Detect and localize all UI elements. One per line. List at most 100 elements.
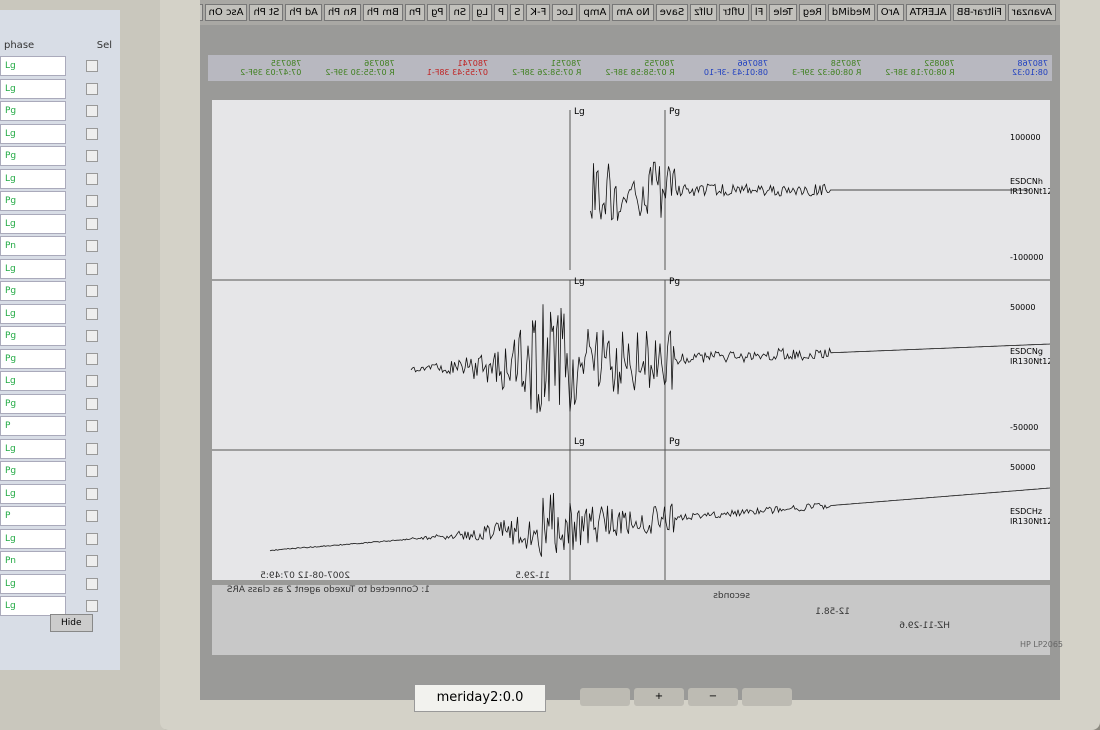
phase-row[interactable]: Lg xyxy=(0,483,120,506)
toolbar-button[interactable]: ArO xyxy=(876,4,904,21)
toolbar-button[interactable]: Ulfz xyxy=(690,4,718,21)
phase-row[interactable]: P xyxy=(0,415,120,438)
toolbar-button[interactable]: Pn xyxy=(404,4,426,21)
phase-row[interactable]: Pg xyxy=(0,393,120,416)
toolbar-button[interactable]: F-K xyxy=(526,4,551,21)
select-checkbox[interactable] xyxy=(86,577,98,590)
select-checkbox[interactable] xyxy=(86,172,98,185)
toolbar-button[interactable]: St Ph xyxy=(249,4,284,21)
phase-row[interactable]: Lg xyxy=(0,213,120,236)
event-item[interactable]: 780852 R 08:07:18 38F-2 xyxy=(865,59,954,77)
event-item[interactable]: 780768 08:10:32 xyxy=(959,59,1048,77)
select-checkbox[interactable] xyxy=(86,375,98,388)
select-checkbox[interactable] xyxy=(86,397,98,410)
phase-row[interactable]: Pg xyxy=(0,190,120,213)
toolbar-button[interactable]: ALERTA xyxy=(905,4,951,21)
select-checkbox[interactable] xyxy=(86,487,98,500)
monitor-menu-button[interactable] xyxy=(742,688,792,706)
select-checkbox[interactable] xyxy=(86,352,98,365)
select-checkbox[interactable] xyxy=(86,532,98,545)
toolbar-button[interactable]: Read Iv xyxy=(200,4,203,21)
toolbar-button[interactable]: Sn xyxy=(449,4,471,21)
select-checkbox[interactable] xyxy=(86,442,98,455)
phase-row[interactable]: Lg xyxy=(0,123,120,146)
event-item[interactable]: 780755 R 07:58:58 38F-2 xyxy=(585,59,674,77)
hide-button[interactable]: Hide xyxy=(50,614,93,632)
toolbar-button[interactable]: No Am xyxy=(612,4,654,21)
phase-row[interactable]: Lg xyxy=(0,303,120,326)
phase-row[interactable]: Lg xyxy=(0,438,120,461)
select-checkbox[interactable] xyxy=(86,127,98,140)
waveform-trace xyxy=(269,487,1051,557)
trace-scale-top: 100000 xyxy=(1010,133,1041,142)
phase-row[interactable]: P xyxy=(0,505,120,528)
select-checkbox[interactable] xyxy=(86,262,98,275)
toolbar-button[interactable]: Fl xyxy=(750,4,768,21)
toolbar-button[interactable]: Asc On xyxy=(204,4,248,21)
monitor-plus-button[interactable]: + xyxy=(634,688,684,706)
phase-row[interactable]: Pg xyxy=(0,280,120,303)
event-item[interactable]: 780741 07:55:43 38F-1 xyxy=(399,59,488,77)
event-id: 780751 xyxy=(550,59,582,68)
toolbar-button[interactable]: Lg xyxy=(472,4,493,21)
select-checkbox[interactable] xyxy=(86,330,98,343)
toolbar-button[interactable]: Amp xyxy=(579,4,611,21)
select-checkbox[interactable] xyxy=(86,240,98,253)
phase-row[interactable]: Lg xyxy=(0,168,120,191)
toolbar-button[interactable]: Tele xyxy=(769,4,797,21)
phase-row[interactable]: Pg xyxy=(0,348,120,371)
toolbar-button[interactable]: Avanzar xyxy=(1007,4,1056,21)
phase-row[interactable]: Pg xyxy=(0,460,120,483)
select-checkbox[interactable] xyxy=(86,105,98,118)
phase-header: phase xyxy=(4,40,35,51)
toolbar-button[interactable]: Ad Ph xyxy=(285,4,322,21)
phase-row[interactable]: Pn xyxy=(0,550,120,573)
select-checkbox[interactable] xyxy=(86,285,98,298)
phase-row[interactable]: Lg xyxy=(0,55,120,78)
select-checkbox[interactable] xyxy=(86,420,98,433)
select-checkbox[interactable] xyxy=(86,150,98,163)
toolbar-button[interactable]: P xyxy=(494,4,509,21)
connection-status: 1: Connected to Tuxedo agent 2 as class … xyxy=(226,585,430,595)
select-checkbox[interactable] xyxy=(86,217,98,230)
phase-cell: Pg xyxy=(0,393,66,414)
toolbar-button[interactable]: Reg xyxy=(798,4,826,21)
event-item[interactable]: 780751 R 07:58:26 38F-2 xyxy=(492,59,581,77)
select-checkbox[interactable] xyxy=(86,307,98,320)
toolbar-button[interactable]: Ufltr xyxy=(719,4,749,21)
phase-row[interactable]: Lg xyxy=(0,573,120,596)
monitor-minus-button[interactable]: − xyxy=(688,688,738,706)
toolbar-button[interactable]: S xyxy=(510,4,525,21)
phase-row[interactable]: Pg xyxy=(0,100,120,123)
phase-row[interactable]: Pg xyxy=(0,325,120,348)
toolbar-button[interactable]: Bm Ph xyxy=(362,4,403,21)
phase-row[interactable]: Lg xyxy=(0,78,120,101)
event-item[interactable]: 780736 R 07:55:30 39F-2 xyxy=(305,59,394,77)
toolbar-button[interactable]: Loc xyxy=(552,4,578,21)
phase-cell: P xyxy=(0,416,66,437)
phase-row[interactable]: Pg xyxy=(0,145,120,168)
event-item[interactable]: 780758 R 08:06:32 39F-3 xyxy=(772,59,861,77)
toolbar-button[interactable]: Pg xyxy=(427,4,448,21)
select-checkbox[interactable] xyxy=(86,510,98,523)
phase-row[interactable]: Lg xyxy=(0,370,120,393)
phase-row[interactable]: Lg xyxy=(0,528,120,551)
select-checkbox[interactable] xyxy=(86,600,98,613)
monitor-input-button[interactable] xyxy=(580,688,630,706)
select-checkbox[interactable] xyxy=(86,555,98,568)
phase-row[interactable]: Lg xyxy=(0,595,120,618)
select-checkbox[interactable] xyxy=(86,465,98,478)
toolbar-button[interactable]: MediMd xyxy=(827,4,875,21)
event-item[interactable]: 780735 07:47:03 39F-2 xyxy=(212,59,301,77)
toolbar-button[interactable]: Rn Ph xyxy=(323,4,361,21)
event-item[interactable]: 780766 08:01:43 -3F-10 xyxy=(679,59,768,77)
select-checkbox[interactable] xyxy=(86,195,98,208)
select-checkbox[interactable] xyxy=(86,60,98,73)
time-axis-label: seconds xyxy=(713,591,750,601)
phase-row[interactable]: Lg xyxy=(0,258,120,281)
phase-row[interactable]: Pn xyxy=(0,235,120,258)
phase-cell: Lg xyxy=(0,123,66,144)
toolbar-button[interactable]: Save xyxy=(655,4,689,21)
toolbar-button[interactable]: Filtrar-BB xyxy=(952,4,1006,21)
select-checkbox[interactable] xyxy=(86,82,98,95)
